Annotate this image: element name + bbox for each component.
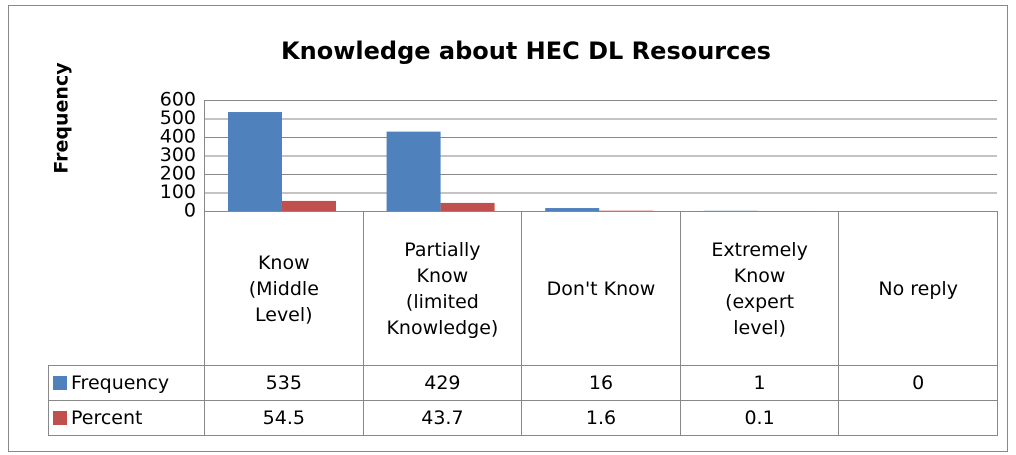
legend-key <box>53 376 67 390</box>
chart-frame <box>8 5 1008 452</box>
series-row: Frequency 535 429 16 1 0 <box>48 365 998 401</box>
bar <box>228 112 282 211</box>
category-cell: No reply <box>838 211 998 366</box>
value-cell <box>838 400 998 436</box>
value-cell: 1.6 <box>521 400 681 436</box>
y-tick-label: 400 <box>160 126 196 148</box>
data-table: Know (Middle Level) Partially Know (limit… <box>48 211 998 436</box>
legend-label: Frequency <box>71 372 170 394</box>
category-cell: Partially Know (limited Knowledge) <box>362 211 523 366</box>
category-cell: Don't Know <box>521 211 681 366</box>
x-tick-label: Don't Know <box>546 277 656 300</box>
series-row: Percent 54.5 43.7 1.6 0.1 <box>48 400 998 436</box>
value-cell: 535 <box>204 365 364 401</box>
y-tick-label: 200 <box>160 163 196 185</box>
bar <box>440 202 495 211</box>
x-tick-label: Partially Know (limited Knowledge) <box>386 238 499 339</box>
bar <box>282 200 336 211</box>
x-tick-label: Know (Middle Level) <box>248 251 319 326</box>
legend-entry: Frequency <box>48 365 205 401</box>
value-cell: 0.1 <box>679 400 840 436</box>
category-cell: Know (Middle Level) <box>204 211 364 366</box>
category-row: Know (Middle Level) Partially Know (limit… <box>48 211 998 366</box>
chart-title: Knowledge about HEC DL Resources <box>281 37 771 65</box>
legend-entry: Percent <box>48 400 205 436</box>
value-cell: 43.7 <box>362 400 523 436</box>
value-cell: 16 <box>521 365 681 401</box>
legend-label: Percent <box>71 407 143 429</box>
value-cell: 429 <box>362 365 523 401</box>
y-axis-label: Frequency <box>51 62 73 174</box>
value-cell: 1 <box>679 365 840 401</box>
value-cell: 54.5 <box>204 400 364 436</box>
bar <box>545 208 600 211</box>
y-tick-label: 300 <box>160 144 196 166</box>
legend-key <box>53 411 67 425</box>
y-tick-label: 100 <box>160 181 196 203</box>
x-tick-label: Extremely Know (expert level) <box>711 238 808 339</box>
corner <box>48 211 205 366</box>
y-tick-label: 600 <box>160 89 196 111</box>
category-cell: Extremely Know (expert level) <box>679 211 840 366</box>
x-tick-label: No reply <box>878 277 958 300</box>
y-tick-label: 500 <box>160 107 196 129</box>
bar <box>386 131 441 211</box>
value-cell: 0 <box>838 365 998 401</box>
